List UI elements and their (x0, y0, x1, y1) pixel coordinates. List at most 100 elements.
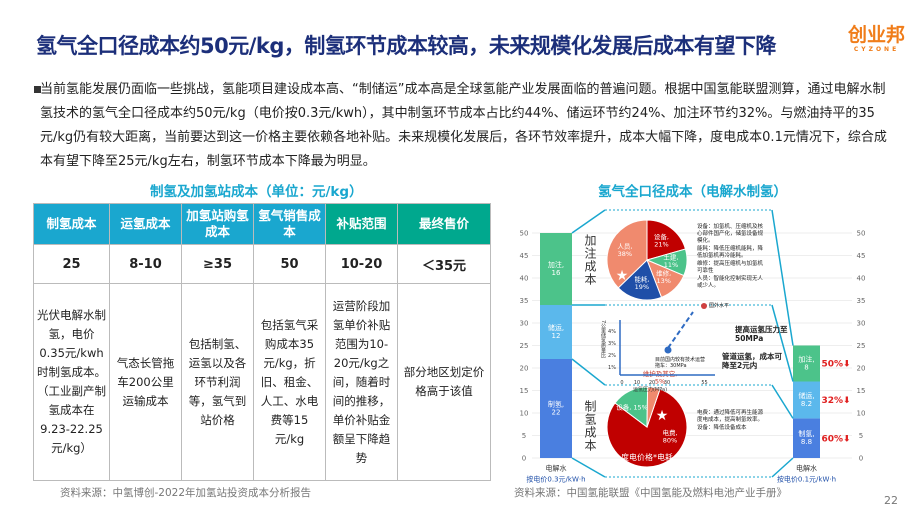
y-tick: 4% (608, 329, 616, 335)
prod-pie-label: 设备, 15% (616, 402, 648, 411)
y-tick-left: 10 (520, 409, 529, 417)
y-tick: 1% (608, 365, 616, 371)
y-tick-left: 0 (522, 454, 526, 462)
drop-label: 60%⬇ (821, 434, 850, 444)
prod-pie-label: 电费, 80% (662, 428, 677, 444)
y-tick-right: 10 (857, 409, 866, 417)
y-tick-right: 35 (857, 297, 866, 305)
add-pie-label: 设备, 21% (654, 232, 669, 248)
y-tick-left: 50 (520, 229, 529, 237)
add-pie-label: 维修, 13% (656, 268, 671, 284)
star-icon: ★ (656, 408, 669, 424)
y-tick-right: 15 (857, 387, 866, 395)
y-tick-left: 40 (520, 274, 529, 282)
connector-line (771, 209, 794, 346)
y-tick-right: 25 (857, 342, 866, 350)
y-tick-left: 35 (520, 297, 529, 305)
y-tick-right: 40 (857, 274, 866, 282)
table-title: 制氢及加氢站成本（单位：元/kg） (150, 184, 363, 200)
cost-table: 制氢成本 运氢成本 加氢站购氢成本 氢气销售成本 补贴范围 最终售价 25 8-… (33, 203, 491, 481)
y-tick-right: 20 (857, 364, 866, 372)
star-icon: ★ (616, 268, 629, 284)
y-tick: 3% (608, 341, 616, 347)
add-pie-slice (646, 219, 687, 261)
bar-segment (540, 359, 572, 458)
current-point-label: 目前国内较有技术运营拖车：30MPa (655, 357, 706, 369)
point-foreign (701, 303, 707, 309)
x-tick: 0 (620, 380, 623, 386)
prod-note: 电费：通过降低可再生能源度电成本，提高制氢效率。 (697, 410, 764, 423)
connector-line (771, 304, 794, 382)
x-tick: 10 (634, 380, 640, 386)
bar-label: 储运, 8.2 (798, 391, 814, 408)
detail-cell: 气态长管拖车200公里运输成本 (109, 283, 182, 481)
header-cell: 加氢站购氢成本 (181, 203, 254, 245)
pie-caption: 度电价格*电耗 (621, 452, 673, 462)
bar-segment (793, 345, 820, 382)
bar-subtitle: 按电价0.1元/kW·h (777, 474, 836, 483)
y-tick-left: 15 (520, 387, 529, 395)
header-cell: 最终售价 (397, 203, 491, 245)
value-cell: ≥35 (181, 244, 254, 284)
drop-label: 50%⬇ (821, 360, 850, 370)
connector-line (571, 209, 606, 234)
connector-line (771, 457, 794, 478)
trans-y-axis-label: 7公里储氢质量比 (600, 320, 606, 359)
logo: 创业邦 CYZONE (848, 24, 906, 53)
y-tick-right: 5 (859, 432, 863, 440)
y-tick-right: 0 (859, 454, 863, 462)
connector-line (571, 457, 606, 478)
chart-title: 氢气全口径成本（电解水制氢） (598, 184, 787, 200)
add-pie-label: 土建, 11% (663, 253, 678, 269)
header-cell: 补贴范围 (325, 203, 398, 245)
left-source: 资料来源：中氢博创-2022年加氢站投资成本分析报告 (60, 487, 312, 499)
bar-segment (793, 418, 820, 458)
connector-line (571, 358, 606, 386)
add-notes: 设备：加氢机、压缩机及核心部件国产化，储氢设备规模化。 能耗：降低压缩机能耗，降… (697, 224, 763, 291)
value-cell: ＜35元 (397, 244, 491, 284)
add-cost-label: 加注成本 (583, 234, 597, 286)
bar-subtitle: 按电价0.3元/kW·h (526, 474, 585, 483)
detail-cell: 包括氢气采购成本35元/kg，折旧、租金、人工、水电费等15元/kg (253, 283, 326, 481)
trend-line (667, 311, 694, 349)
page-number: 22 (884, 494, 898, 507)
bar-label: 制氢, 8.8 (798, 429, 814, 446)
value-cell: 50 (253, 244, 326, 284)
y-tick-right: 30 (857, 319, 866, 327)
bar-segment (793, 381, 820, 419)
bar-label: 储运, 12 (548, 323, 564, 340)
prod-pie-slice (646, 386, 661, 428)
prod-note: 设备：降低设备成本 (697, 425, 747, 431)
y-tick-left: 5 (522, 432, 526, 440)
bar-segment (540, 305, 572, 359)
prod-pie-label: 维护及其它, 5% (643, 369, 678, 385)
trans-note-pressure: 提高运氢压力至50MPa (735, 325, 788, 343)
value-cell: 25 (33, 244, 110, 284)
y-tick-right: 45 (857, 252, 866, 260)
y-tick-left: 25 (520, 342, 529, 350)
trans-note-pipeline: 管道运氢，成本可降至2元内 (722, 352, 782, 370)
header-cell: 氢气销售成本 (253, 203, 326, 245)
y-tick-left: 20 (520, 364, 529, 372)
add-pie-slice (617, 259, 663, 301)
bar-label: 加注, 16 (548, 260, 564, 277)
y-tick-left: 45 (520, 252, 529, 260)
x-axis-label: 运氢压力(MPa) (633, 386, 667, 393)
value-cell: 8-10 (109, 244, 182, 284)
add-note: 维修：提高压缩机与加氢机可靠性 (697, 261, 764, 274)
prod-cost-label: 制氢成本 (583, 400, 597, 452)
page-title: 氢气全口径成本约50元/kg，制氢环节成本较高，未来规模化发展后成本有望下降 (36, 34, 776, 58)
prod-pie-slice (606, 388, 688, 468)
detail-cell: 光伏电解水制氢，电价0.35元/kwh时制氢成本。（工业副产制氢成本在9.23-… (33, 283, 110, 481)
add-pie-label: 能耗, 19% (634, 274, 649, 290)
point-current (664, 346, 672, 354)
add-note: 能耗：降低压缩机能耗，降低加氢机再冷能耗。 (697, 246, 764, 259)
add-pie-label: 人员, 38% (617, 243, 632, 258)
header-cell: 运氢成本 (109, 203, 182, 245)
add-note: 人员：智能化控制实现无人或少人。 (697, 276, 764, 289)
bar-category: 电解水 (546, 463, 567, 472)
x-tick: 20 (649, 380, 655, 386)
x-tick: 55 (701, 380, 707, 386)
header-cell: 制氢成本 (33, 203, 110, 245)
y-tick-right: 50 (857, 229, 866, 237)
